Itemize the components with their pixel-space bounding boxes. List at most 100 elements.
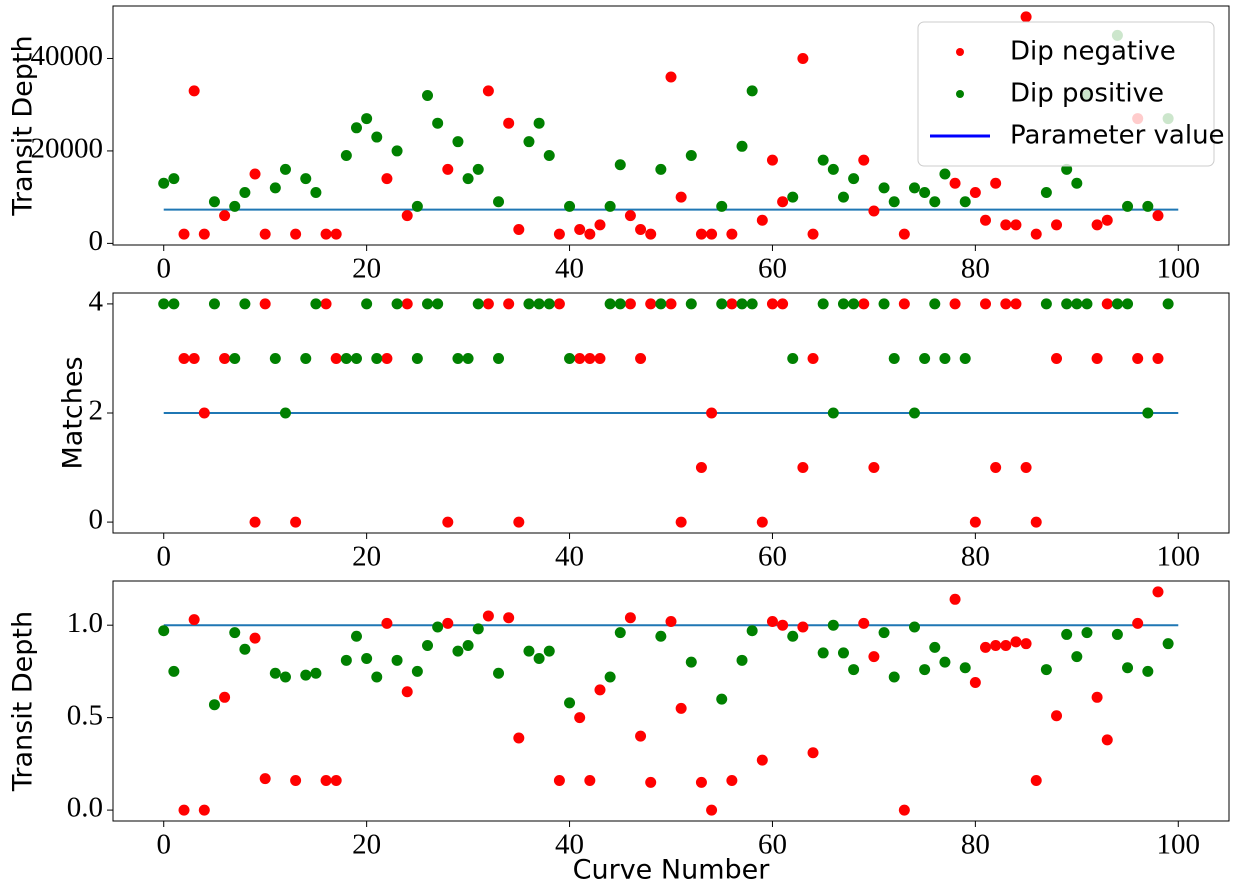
data-point [695,228,707,240]
legend-marker [956,90,964,98]
data-point [888,671,900,683]
data-point [249,632,261,644]
data-point [361,652,373,664]
data-point [848,664,860,676]
data-point [837,191,849,203]
data-point [726,228,738,240]
x-tick-label: 100 [1157,253,1201,285]
data-point [756,516,768,528]
data-point [371,352,383,364]
data-point [827,163,839,175]
legend-label: Dip positive [1010,79,1164,109]
data-point [888,196,900,208]
data-point [655,630,667,642]
data-point [259,228,271,240]
data-point [229,352,241,364]
data-point [493,352,505,364]
data-point [290,775,302,787]
data-point [219,352,231,364]
legend-box [917,21,1215,167]
data-point [1162,298,1174,310]
data-point [158,177,170,189]
data-point [695,462,707,474]
data-point [614,627,626,639]
data-point [249,516,261,528]
data-point [797,621,809,633]
data-point [411,665,423,677]
data-point [381,352,393,364]
data-point [594,684,606,696]
data-point [695,776,707,788]
data-point [675,191,687,203]
legend: Dip negative Dip positive Parameter value [917,21,1225,167]
data-point [208,298,220,310]
x-axis-label: Curve Number [573,855,771,886]
data-point [827,619,839,631]
data-point [959,196,971,208]
data-point [1071,177,1083,189]
data-point [635,352,647,364]
data-point [1051,710,1063,722]
data-point [310,298,322,310]
data-point [493,667,505,679]
plot-frame [112,5,1230,246]
data-point [1061,298,1073,310]
data-point [1040,298,1052,310]
data-point [817,154,829,166]
data-point [188,352,200,364]
data-point [858,154,870,166]
data-point [584,352,596,364]
y-tick-label: 4 [89,286,104,318]
data-point [645,776,657,788]
data-point [310,667,322,679]
data-point [564,352,576,364]
data-point [513,516,525,528]
data-point [432,298,444,310]
data-point [1111,628,1123,640]
subplot: 0 20 40 60 80 100 0.0 0.5 1.0 Transit Depth Curve … [8,580,1230,886]
data-point [1101,298,1113,310]
data-point [990,640,1002,652]
data-point [442,163,454,175]
data-point [452,352,464,364]
data-point [310,187,322,199]
data-point [1010,219,1022,231]
data-point [919,187,931,199]
x-tick-label: 0 [156,829,171,861]
data-point [553,298,565,310]
data-point [320,228,332,240]
data-point [381,617,393,629]
data-point [340,654,352,666]
data-point [391,298,403,310]
data-point [401,298,413,310]
data-point [513,224,525,236]
data-point [969,516,981,528]
data-point [766,154,778,166]
data-point [797,52,809,64]
y-tick-label: 0.5 [67,699,103,731]
data-point [198,228,210,240]
data-point [523,645,535,657]
data-point [726,298,738,310]
data-point [939,352,951,364]
data-point [787,630,799,642]
data-point [553,228,565,240]
data-point [330,352,342,364]
x-tick-label: 60 [758,253,787,285]
data-point [1152,586,1164,598]
data-point [706,804,718,816]
data-point [848,298,860,310]
legend-marker [956,48,964,56]
data-point [584,775,596,787]
data-point [1000,298,1012,310]
data-point [1152,210,1164,222]
data-point [462,640,474,652]
data-point [158,298,170,310]
data-point [777,196,789,208]
data-point [320,298,332,310]
data-point [777,298,789,310]
data-point [1122,298,1134,310]
data-point [706,228,718,240]
data-point [168,173,180,185]
plot-frame [112,580,1230,822]
